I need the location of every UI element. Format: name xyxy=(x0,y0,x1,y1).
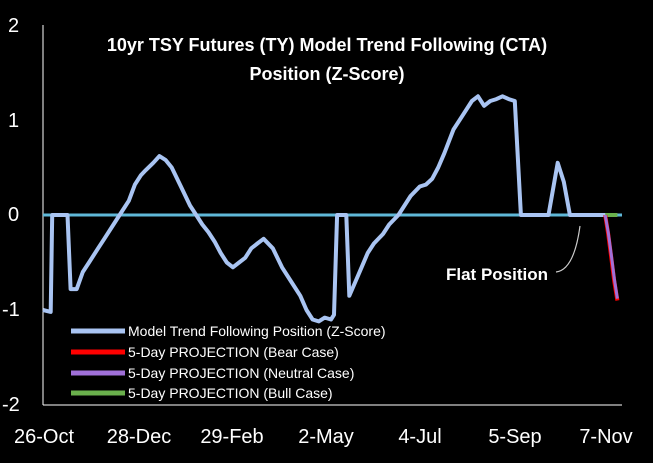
x-tick-4-jul: 4-Jul xyxy=(398,426,441,448)
legend-label-bear: 5-Day PROJECTION (Bear Case) xyxy=(128,344,339,360)
x-tick-5-sep: 5-Sep xyxy=(488,426,541,448)
x-tick-7-nov: 7-Nov xyxy=(579,426,632,448)
x-tick-2-may: 2-May xyxy=(298,426,354,448)
y-tick-2: 2 xyxy=(8,15,19,37)
flat-position-annotation: Flat Position xyxy=(446,225,581,284)
legend: Model Trend Following Position (Z-Score)… xyxy=(71,323,386,401)
x-tick-labels: 26-Oct 28-Dec 29-Feb 2-May 4-Jul 5-Sep 7… xyxy=(14,426,633,448)
neutral-case-projection-line xyxy=(603,214,619,299)
legend-label-model: Model Trend Following Position (Z-Score) xyxy=(128,323,386,339)
x-tick-28-dec: 28-Dec xyxy=(107,426,171,448)
y-tick-neg2: -2 xyxy=(2,394,20,416)
x-tick-29-feb: 29-Feb xyxy=(200,426,263,448)
y-tick-1: 1 xyxy=(8,110,19,132)
y-tick-0: 0 xyxy=(8,204,19,226)
chart-title-line1: 10yr TSY Futures (TY) Model Trend Follow… xyxy=(107,35,547,55)
annotation-arrow xyxy=(555,225,581,273)
y-tick-neg1: -1 xyxy=(2,299,20,321)
y-tick-labels: 2 1 0 -1 -2 xyxy=(2,15,20,416)
model-position-line xyxy=(42,94,616,324)
annotation-label: Flat Position xyxy=(446,265,548,284)
x-tick-26-oct: 26-Oct xyxy=(14,426,74,448)
legend-label-neutral: 5-Day PROJECTION (Neutral Case) xyxy=(128,365,354,381)
legend-label-bull: 5-Day PROJECTION (Bull Case) xyxy=(128,385,333,401)
chart-title-line2: Position (Z-Score) xyxy=(249,64,404,84)
